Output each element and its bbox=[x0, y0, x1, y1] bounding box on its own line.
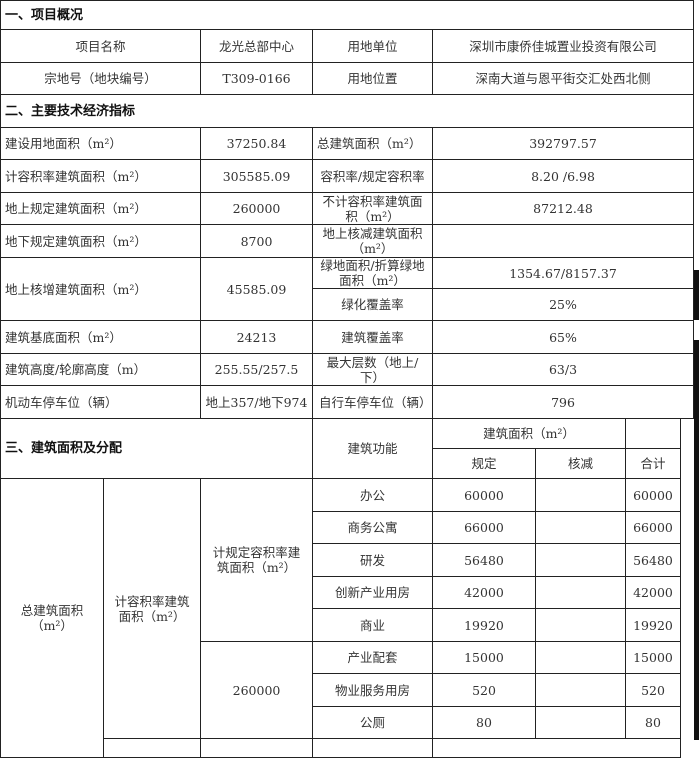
total-value: 19920 bbox=[625, 608, 681, 642]
indicator-value: 392797.57 bbox=[432, 127, 694, 160]
indicator-label: 建设用地面积（m²） bbox=[0, 127, 201, 160]
function-name: 商务公寓 bbox=[312, 511, 433, 544]
indicator-value: 8.20 /6.98 bbox=[432, 159, 694, 193]
label-parcel-no: 宗地号（地块编号） bbox=[0, 62, 201, 95]
indicator-label: 机动车停车位（辆） bbox=[0, 385, 201, 419]
reduced-value bbox=[535, 576, 626, 609]
indicator-label: 地上核增建筑面积（m²） bbox=[0, 257, 201, 321]
total-value: 42000 bbox=[625, 576, 681, 609]
planned-value: 66000 bbox=[432, 511, 536, 544]
label-land-unit: 用地单位 bbox=[312, 29, 433, 63]
indicator-value: 255.55/257.5 bbox=[200, 353, 313, 386]
reduced-value bbox=[535, 706, 626, 739]
indicator-value: 260000 bbox=[200, 192, 313, 225]
label-land-location: 用地位置 bbox=[312, 62, 433, 95]
total-value: 15000 bbox=[625, 641, 681, 674]
indicator-value: 25% bbox=[432, 288, 694, 321]
reduced-value bbox=[535, 641, 626, 674]
indicator-value: 1354.67/8157.37 bbox=[432, 257, 694, 289]
indicator-label: 地下规定建筑面积（m²） bbox=[0, 224, 201, 258]
indicator-label: 绿地面积/折算绿地面积（m²） bbox=[312, 257, 433, 289]
indicator-value: 796 bbox=[432, 385, 694, 419]
indicator-label: 建筑高度/轮廓高度（m） bbox=[0, 353, 201, 386]
indicator-value bbox=[432, 224, 694, 258]
section3-title: 三、建筑面积及分配 bbox=[0, 418, 313, 479]
indicator-value: 37250.84 bbox=[200, 127, 313, 160]
scan-edge bbox=[694, 340, 699, 740]
reduced-value bbox=[535, 511, 626, 544]
label-project-name: 项目名称 bbox=[0, 29, 201, 63]
function-name: 创新产业用房 bbox=[312, 576, 433, 609]
col-total: 合计 bbox=[625, 448, 681, 479]
indicator-value: 65% bbox=[432, 320, 694, 354]
planned-value: 56480 bbox=[432, 543, 536, 577]
indicator-label: 计容积率建筑面积（m²） bbox=[0, 159, 201, 193]
next-row-cell bbox=[312, 738, 433, 758]
value-land-location: 深南大道与恩平街交汇处西北侧 bbox=[432, 62, 694, 95]
col-reduced: 核减 bbox=[535, 448, 626, 479]
function-name: 研发 bbox=[312, 543, 433, 577]
next-row-cell bbox=[432, 738, 681, 758]
indicator-value: 63/3 bbox=[432, 353, 694, 386]
next-row-cell bbox=[103, 738, 201, 758]
planned-value: 60000 bbox=[432, 478, 536, 512]
indicator-value: 地上357/地下974 bbox=[200, 385, 313, 419]
indicator-value: 305585.09 bbox=[200, 159, 313, 193]
col-area: 建筑面积（m²） bbox=[432, 418, 626, 449]
indicator-label: 建筑覆盖率 bbox=[312, 320, 433, 354]
total-value: 80 bbox=[625, 706, 681, 739]
reduced-value bbox=[535, 608, 626, 642]
indicator-value: 87212.48 bbox=[432, 192, 694, 225]
indicator-label: 最大层数（地上/下） bbox=[312, 353, 433, 386]
group-planned-far-value: 260000 bbox=[200, 641, 313, 739]
planned-value: 42000 bbox=[432, 576, 536, 609]
indicator-value: 8700 bbox=[200, 224, 313, 258]
scan-edge bbox=[694, 270, 699, 320]
next-row-cell bbox=[200, 738, 313, 758]
planned-value: 19920 bbox=[432, 608, 536, 642]
reduced-value bbox=[535, 478, 626, 512]
planned-value: 80 bbox=[432, 706, 536, 739]
col-planned: 规定 bbox=[432, 448, 536, 479]
planned-value: 520 bbox=[432, 673, 536, 707]
planned-value: 15000 bbox=[432, 641, 536, 674]
indicator-label: 地上规定建筑面积（m²） bbox=[0, 192, 201, 225]
total-value: 520 bbox=[625, 673, 681, 707]
group-far-area: 计容积率建筑面积（m²） bbox=[103, 478, 201, 739]
reduced-value bbox=[535, 543, 626, 577]
indicator-label: 不计容积率建筑面积（m²） bbox=[312, 192, 433, 225]
indicator-label: 地上核减建筑面积（m²） bbox=[312, 224, 433, 258]
section1-title: 一、项目概况 bbox=[0, 0, 694, 30]
indicator-label: 建筑基底面积（m²） bbox=[0, 320, 201, 354]
indicator-value: 24213 bbox=[200, 320, 313, 354]
group-total-area: 总建筑面积（m²） bbox=[0, 478, 104, 758]
indicator-label: 自行车停车位（辆） bbox=[312, 385, 433, 419]
total-value: 56480 bbox=[625, 543, 681, 577]
col-function: 建筑功能 bbox=[312, 418, 433, 479]
function-name: 商业 bbox=[312, 608, 433, 642]
function-name: 办公 bbox=[312, 478, 433, 512]
total-value: 60000 bbox=[625, 478, 681, 512]
value-project-name: 龙光总部中心 bbox=[200, 29, 313, 63]
function-name: 产业配套 bbox=[312, 641, 433, 674]
total-value: 66000 bbox=[625, 511, 681, 544]
reduced-value bbox=[535, 673, 626, 707]
col-blank bbox=[625, 418, 681, 449]
indicator-label: 容积率/规定容积率 bbox=[312, 159, 433, 193]
indicator-value: 45585.09 bbox=[200, 257, 313, 321]
group-planned-far-area: 计规定容积率建筑面积（m²） bbox=[200, 478, 313, 642]
section2-title: 二、主要技术经济指标 bbox=[0, 94, 694, 128]
indicator-label: 总建筑面积（m²） bbox=[312, 127, 433, 160]
value-land-unit: 深圳市康侨佳城置业投资有限公司 bbox=[432, 29, 694, 63]
function-name: 物业服务用房 bbox=[312, 673, 433, 707]
value-parcel-no: T309-0166 bbox=[200, 62, 313, 95]
indicator-label: 绿化覆盖率 bbox=[312, 288, 433, 321]
function-name: 公厕 bbox=[312, 706, 433, 739]
